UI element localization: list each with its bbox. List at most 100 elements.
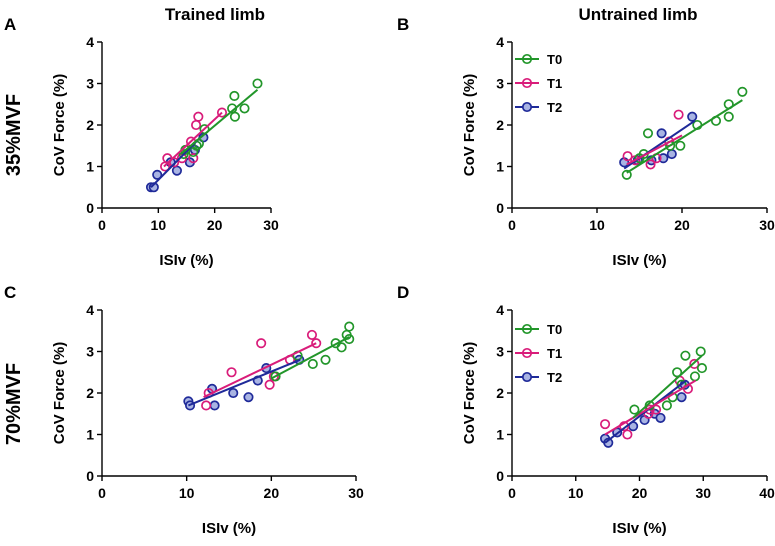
data-point-t1 xyxy=(645,159,656,170)
y-tick-label: 1 xyxy=(86,159,94,175)
panel-letter: B xyxy=(397,15,409,34)
data-point-t1 xyxy=(600,419,611,430)
legend-label-t1: T1 xyxy=(547,346,562,361)
data-point-t0 xyxy=(320,354,331,365)
y-tick-label: 1 xyxy=(86,427,94,443)
y-tick-label: 3 xyxy=(496,76,504,92)
data-point-t0 xyxy=(723,111,734,122)
data-point-t1 xyxy=(306,329,318,340)
data-point-t2 xyxy=(658,153,669,164)
data-point-t1 xyxy=(622,151,633,162)
y-axis-label: CoV Force (%) xyxy=(461,342,478,445)
x-tick-label: 20 xyxy=(264,485,280,501)
fit-line-t2 xyxy=(187,358,301,407)
y-tick-label: 4 xyxy=(86,302,94,318)
legend-marker-t1 xyxy=(521,347,533,359)
panel-A: A 0 1 2 3 4 0 10 20 30 ISIv (%) CoV Force (%) xyxy=(4,15,279,269)
data-point-t1 xyxy=(689,358,700,369)
data-point-t1 xyxy=(226,367,237,378)
data-point-t2 xyxy=(243,392,254,403)
data-point-t1 xyxy=(191,119,202,131)
data-point-t0 xyxy=(344,321,355,332)
data-point-t2 xyxy=(152,169,163,180)
data-point-t2 xyxy=(687,111,698,122)
x-tick-label: 20 xyxy=(632,485,648,501)
y-tick-label: 4 xyxy=(86,34,94,50)
legend-marker-t1 xyxy=(521,77,533,89)
fit-line-t1 xyxy=(626,134,683,166)
y-tick-label: 0 xyxy=(86,468,94,484)
data-point-t2 xyxy=(209,400,220,411)
x-tick-label: 20 xyxy=(674,217,690,233)
data-point-t0 xyxy=(695,346,706,357)
data-point-t1 xyxy=(216,107,228,118)
legend-label-t2: T2 xyxy=(547,370,562,385)
data-point-t0 xyxy=(621,169,632,180)
data-point-t1 xyxy=(193,111,204,122)
fit-line-t2 xyxy=(604,379,687,444)
legend-marker-t0 xyxy=(521,323,533,335)
data-point-t2 xyxy=(228,387,239,399)
data-point-t1 xyxy=(256,338,267,349)
panel-letter: D xyxy=(397,283,409,302)
column-title-trained: Trained limb xyxy=(165,5,265,24)
data-point-t1 xyxy=(201,400,212,411)
data-point-t0 xyxy=(689,371,701,382)
y-tick-label: 0 xyxy=(496,468,504,484)
y-tick-label: 4 xyxy=(496,302,504,318)
fit-line-t1 xyxy=(604,379,697,436)
y-tick-label: 3 xyxy=(86,76,94,92)
data-point-t0 xyxy=(642,128,654,139)
data-point-t2 xyxy=(171,165,182,176)
data-point-t0 xyxy=(270,371,281,382)
y-tick-label: 1 xyxy=(496,159,504,175)
data-point-t0 xyxy=(239,103,250,114)
data-point-t0 xyxy=(737,86,748,97)
y-tick-label: 1 xyxy=(496,427,504,443)
data-point-t0 xyxy=(252,78,263,89)
y-tick-label: 2 xyxy=(86,117,94,133)
column-title-untrained: Untrained limb xyxy=(578,5,697,24)
y-tick-label: 3 xyxy=(86,344,94,360)
data-point-t1 xyxy=(673,109,684,120)
x-tick-label: 10 xyxy=(151,217,167,233)
x-tick-label: 0 xyxy=(98,485,106,501)
x-axis-label: ISIv (%) xyxy=(159,252,213,269)
x-tick-label: 30 xyxy=(759,217,775,233)
data-point-t2 xyxy=(666,149,677,160)
x-axis-label: ISIv (%) xyxy=(202,520,256,537)
y-tick-label: 0 xyxy=(86,200,94,216)
panel-C: C 0 1 2 3 4 0 10 20 30 ISIv (%) CoV Force (%) xyxy=(4,283,364,537)
legend-label-t1: T1 xyxy=(547,76,562,91)
data-point-t0 xyxy=(229,90,240,101)
y-tick-label: 3 xyxy=(496,344,504,360)
y-axis-label: CoV Force (%) xyxy=(51,342,68,445)
data-point-t0 xyxy=(661,400,672,411)
data-point-t0 xyxy=(675,140,686,151)
data-point-t2 xyxy=(655,412,666,423)
legend: T0 T1 T2 xyxy=(515,322,562,385)
x-axis-label: ISIv (%) xyxy=(612,252,666,269)
data-point-t2 xyxy=(676,392,687,403)
panel-letter: A xyxy=(4,15,16,34)
fit-line-t0 xyxy=(632,354,703,419)
x-tick-label: 0 xyxy=(508,217,516,233)
data-point-t1 xyxy=(622,429,633,440)
legend-marker-t2 xyxy=(521,371,533,383)
legend-marker-t2 xyxy=(521,101,533,113)
data-point-t0 xyxy=(680,350,691,361)
data-point-t1 xyxy=(188,153,199,164)
legend-marker-t0 xyxy=(521,53,533,65)
legend-label-t0: T0 xyxy=(547,322,562,337)
x-tick-label: 10 xyxy=(568,485,584,501)
x-tick-label: 20 xyxy=(207,217,223,233)
y-axis-label: CoV Force (%) xyxy=(51,74,68,177)
y-tick-label: 0 xyxy=(496,200,504,216)
fit-line-t0 xyxy=(270,336,350,380)
x-tick-label: 10 xyxy=(179,485,195,501)
legend-label-t0: T0 xyxy=(547,52,562,67)
data-point-t0 xyxy=(307,358,318,369)
y-axis-label: CoV Force (%) xyxy=(461,74,478,177)
data-point-t1 xyxy=(311,338,322,349)
x-tick-label: 10 xyxy=(589,217,605,233)
